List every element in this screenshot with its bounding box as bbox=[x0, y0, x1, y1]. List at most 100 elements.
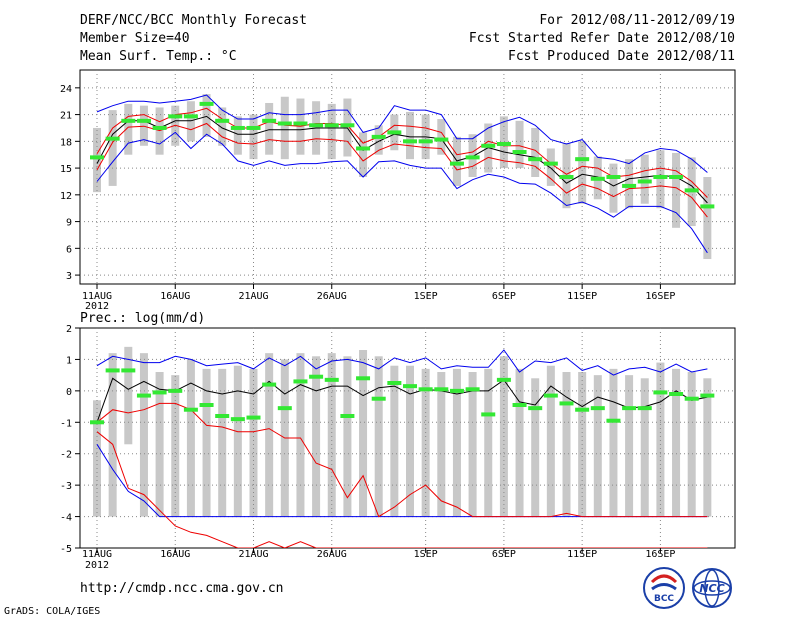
ensemble-range-bar bbox=[515, 120, 524, 169]
observed-marker bbox=[559, 401, 574, 406]
observed-marker bbox=[183, 407, 198, 412]
footer-url[interactable]: http://cmdp.ncc.cma.gov.cn bbox=[80, 581, 284, 596]
ensemble-range-bar bbox=[155, 372, 164, 517]
observed-marker bbox=[543, 161, 558, 166]
y-tick-label: 24 bbox=[60, 84, 72, 95]
observed-marker bbox=[105, 368, 120, 373]
ensemble-range-bar bbox=[124, 103, 133, 155]
y-tick-label: 12 bbox=[60, 191, 72, 202]
ensemble-range-bar bbox=[218, 368, 227, 517]
observed-marker bbox=[590, 176, 605, 181]
ensemble-range-bar bbox=[265, 102, 274, 155]
observed-marker bbox=[434, 137, 449, 142]
y-tick-label: 2 bbox=[66, 324, 72, 335]
ensemble-range-bar bbox=[265, 353, 274, 517]
observed-marker bbox=[465, 387, 480, 392]
ensemble-range-bar bbox=[531, 378, 540, 517]
fcst-produced: Fcst Produced Date 2012/08/11 bbox=[508, 49, 735, 64]
ensemble-range-bar bbox=[202, 368, 211, 517]
ensemble-mean-line bbox=[96, 377, 708, 423]
x-tick-label: 26AUG bbox=[317, 291, 347, 302]
observed-marker bbox=[512, 403, 527, 407]
ensemble-range-bar bbox=[609, 163, 618, 213]
fcst-started: Fcst Started Refer Date 2012/08/10 bbox=[469, 31, 735, 46]
observed-marker bbox=[90, 420, 104, 425]
ensemble-range-bar bbox=[374, 356, 383, 517]
ensemble-range-bar bbox=[515, 368, 524, 517]
ensemble-range-bar bbox=[390, 365, 399, 517]
observed-marker bbox=[199, 101, 214, 106]
spread-upper-line bbox=[96, 402, 708, 518]
observed-marker bbox=[575, 157, 590, 162]
bcc-logo: BCC bbox=[643, 567, 685, 609]
observed-marker bbox=[418, 139, 433, 144]
observed-marker bbox=[543, 393, 558, 398]
observed-marker bbox=[449, 161, 464, 166]
observed-marker bbox=[105, 136, 120, 141]
x-tick-label: 1SEP bbox=[414, 549, 438, 560]
observed-marker bbox=[340, 123, 355, 128]
spread-lower-line bbox=[96, 431, 708, 548]
y-tick-label: 9 bbox=[66, 218, 72, 229]
observed-marker bbox=[168, 388, 183, 393]
observed-marker bbox=[449, 388, 464, 393]
variable-label: Mean Surf. Temp.: °C bbox=[80, 49, 237, 64]
ensemble-range-bar bbox=[437, 372, 446, 517]
plot-frame bbox=[79, 69, 736, 285]
spread-upper-line bbox=[96, 107, 708, 198]
ensemble-range-bar bbox=[672, 152, 681, 228]
year-label: 2012 bbox=[85, 301, 109, 312]
ensemble-range-bar bbox=[93, 127, 101, 193]
observed-marker bbox=[575, 407, 590, 412]
observed-marker bbox=[669, 175, 684, 179]
observed-marker bbox=[496, 377, 511, 382]
observed-marker bbox=[622, 183, 637, 188]
observed-marker bbox=[152, 390, 167, 395]
observed-marker bbox=[653, 175, 668, 179]
member-size: Member Size=40 bbox=[80, 31, 190, 46]
ensemble-range-bar bbox=[656, 362, 665, 517]
observed-marker bbox=[590, 406, 605, 411]
y-tick-label: -3 bbox=[60, 481, 72, 492]
ensemble-range-bar bbox=[625, 159, 634, 209]
x-tick-label: 16AUG bbox=[160, 549, 190, 560]
ensemble-range-bar bbox=[108, 110, 117, 186]
ensemble-range-bar bbox=[593, 375, 602, 517]
observed-marker bbox=[293, 379, 308, 384]
ensemble-range-bar bbox=[687, 372, 696, 517]
observed-marker bbox=[199, 403, 214, 407]
ensemble-range-bar bbox=[640, 378, 649, 517]
x-tick-label: 6SEP bbox=[492, 291, 516, 302]
observed-marker bbox=[403, 139, 417, 144]
ensemble-range-bar bbox=[609, 368, 618, 517]
observed-marker bbox=[121, 368, 136, 373]
ensemble-range-bar bbox=[468, 372, 477, 517]
ensemble-range-bar bbox=[406, 365, 414, 517]
observed-marker bbox=[669, 392, 684, 396]
observed-marker bbox=[559, 175, 574, 179]
y-tick-label: -1 bbox=[60, 418, 72, 429]
observed-marker bbox=[340, 414, 355, 418]
observed-marker bbox=[152, 125, 167, 130]
ensemble-range-bar bbox=[249, 114, 258, 160]
ensemble-range-bar bbox=[296, 353, 305, 517]
ensemble-range-bar bbox=[327, 353, 336, 517]
observed-marker bbox=[356, 146, 371, 151]
observed-marker bbox=[371, 396, 386, 401]
ensemble-range-bar bbox=[218, 107, 227, 146]
chart-title: DERF/NCC/BCC Monthly Forecast bbox=[80, 13, 307, 28]
observed-marker bbox=[684, 396, 699, 401]
bcc-logo-text: BCC bbox=[654, 594, 674, 604]
spread-lower-line bbox=[96, 122, 708, 218]
observed-marker bbox=[309, 123, 324, 128]
x-tick-label: 1SEP bbox=[414, 291, 438, 302]
observed-marker bbox=[403, 384, 417, 389]
ensemble-range-bar bbox=[562, 372, 571, 517]
observed-marker bbox=[387, 130, 402, 135]
ensemble-range-bar bbox=[672, 368, 681, 517]
y-tick-label: 0 bbox=[66, 387, 72, 398]
y-tick-label: 21 bbox=[60, 111, 72, 122]
observed-marker bbox=[136, 393, 151, 398]
observed-marker bbox=[277, 406, 292, 411]
ensemble-range-bar bbox=[531, 127, 540, 177]
